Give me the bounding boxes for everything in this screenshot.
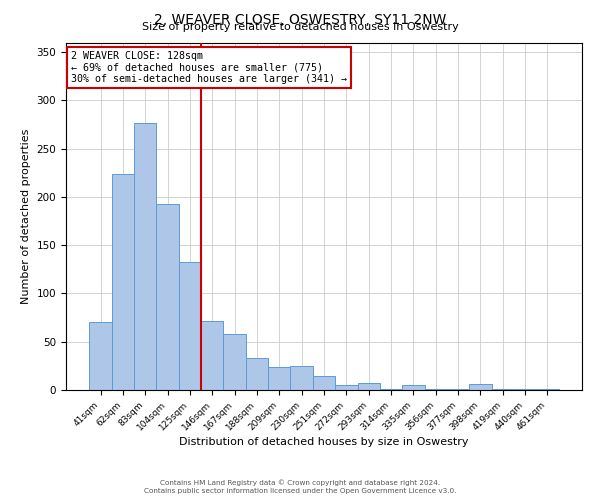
Bar [157, 204, 179, 390]
Bar [246, 358, 268, 390]
Bar [89, 322, 112, 390]
Bar [514, 389, 536, 390]
Bar [380, 389, 402, 390]
Bar [402, 385, 425, 390]
Bar [290, 366, 313, 390]
Bar [335, 385, 358, 390]
Bar [447, 389, 469, 390]
Text: Contains HM Land Registry data © Crown copyright and database right 2024.
Contai: Contains HM Land Registry data © Crown c… [144, 480, 456, 494]
Bar [313, 376, 335, 390]
Bar [536, 389, 559, 390]
Bar [134, 122, 157, 390]
Bar [491, 389, 514, 390]
Text: 2, WEAVER CLOSE, OSWESTRY, SY11 2NW: 2, WEAVER CLOSE, OSWESTRY, SY11 2NW [154, 12, 446, 26]
Bar [425, 389, 447, 390]
Bar [358, 383, 380, 390]
X-axis label: Distribution of detached houses by size in Oswestry: Distribution of detached houses by size … [179, 438, 469, 448]
Bar [112, 174, 134, 390]
Bar [179, 262, 201, 390]
Bar [469, 384, 491, 390]
Bar [223, 334, 246, 390]
Bar [201, 320, 223, 390]
Y-axis label: Number of detached properties: Number of detached properties [21, 128, 31, 304]
Bar [268, 367, 290, 390]
Text: Size of property relative to detached houses in Oswestry: Size of property relative to detached ho… [142, 22, 458, 32]
Text: 2 WEAVER CLOSE: 128sqm
← 69% of detached houses are smaller (775)
30% of semi-de: 2 WEAVER CLOSE: 128sqm ← 69% of detached… [71, 51, 347, 84]
